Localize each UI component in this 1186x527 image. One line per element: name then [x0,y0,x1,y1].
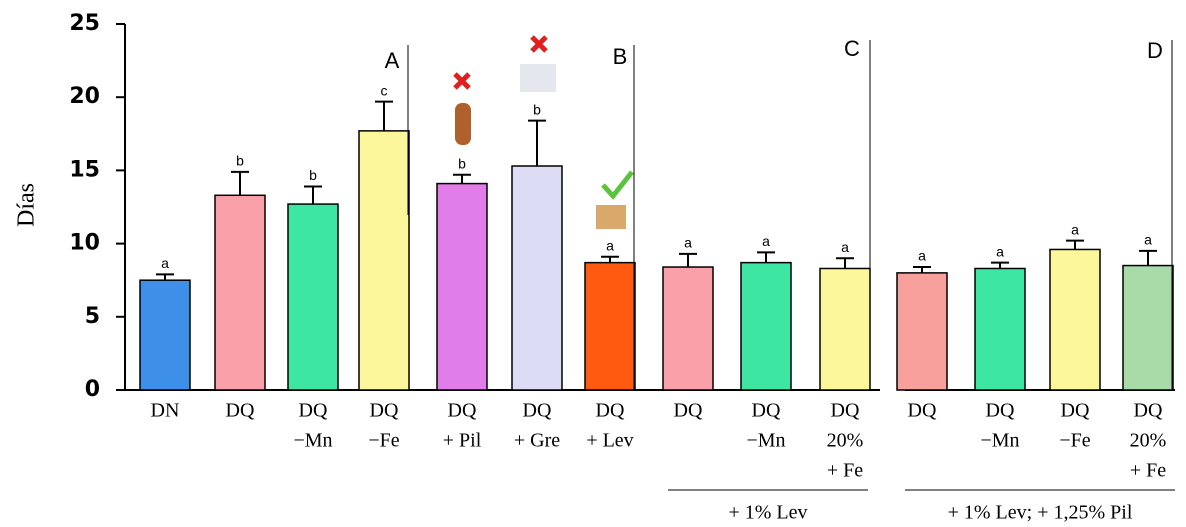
x-tick-label: DQ [986,400,1015,422]
panel-label: C [844,36,860,61]
bar [437,184,487,390]
x-tick-label: DQ [1134,400,1163,422]
significance-letter: a [161,255,169,271]
significance-letter: a [1071,221,1079,237]
pellet-icon [455,103,471,145]
bar [975,268,1025,390]
significance-letter: c [381,82,388,98]
group-label: + 1% Lev; + 1,25% Pil [948,502,1133,524]
x-tick-label: + Pil [443,430,482,452]
x-tick-label: −Fe [368,430,399,452]
bar [820,268,870,390]
x-tick-label: + Fe [827,460,863,482]
x-tick-label: −Mn [980,430,1019,452]
bar [663,267,713,390]
x-tick-label: DQ [299,400,328,422]
x-tick-label: DQ [523,400,552,422]
bar [1123,266,1173,390]
bar [897,273,947,390]
bar [1050,249,1100,390]
x-tick-label: DQ [596,400,625,422]
x-tick-label: DQ [908,400,937,422]
x-tick-label: + Fe [1130,460,1166,482]
bar [585,263,635,390]
group-label: + 1% Lev [728,502,807,524]
significance-letter: a [762,233,770,249]
significance-letter: b [236,153,244,169]
x-tick-label: −Fe [1059,430,1090,452]
significance-letter: a [918,248,926,264]
x-tick-label: DQ [1061,400,1090,422]
x-tick-label: −Mn [293,430,332,452]
significance-letter: a [684,235,692,251]
significance-letter: a [996,243,1004,259]
bar [215,195,265,390]
y-tick-label: 20 [69,84,100,109]
panel-label: B [613,44,628,69]
bar [359,131,409,390]
y-tick-label: 5 [85,304,100,329]
significance-letter: b [309,167,317,183]
panel-label: A [385,48,400,73]
x-tick-label: DQ [448,400,477,422]
cross-icon [532,37,546,51]
significance-letter: a [841,239,849,255]
chart: Días 0 5 10 15 20 25 DN a DQ b DQ −Mn b DQ −Fe c DQ + Pil… [0,0,1186,527]
x-tick-label: DQ [674,400,703,422]
x-tick-label: 20% [827,430,864,452]
bar [512,166,562,390]
x-tick-label: 20% [1130,430,1167,452]
significance-letter: b [458,155,466,171]
bar [288,204,338,390]
y-tick-label: 0 [85,377,100,402]
bar [140,280,190,390]
x-tick-label: −Mn [746,430,785,452]
significance-letter: b [533,101,541,117]
x-tick-label: DQ [831,400,860,422]
x-tick-label: + Lev [586,430,633,452]
x-tick-label: DQ [226,400,255,422]
x-tick-label: DQ [752,400,781,422]
bar [741,263,791,390]
x-tick-label: DQ [370,400,399,422]
yeast-icon [596,205,626,229]
x-tick-label: DN [151,400,180,422]
x-tick-label: + Gre [514,430,560,452]
significance-letter: a [1144,232,1152,248]
y-axis-label: Días [14,183,40,227]
grain-icon [520,64,556,92]
y-tick-label: 15 [69,157,100,182]
check-icon [603,172,632,196]
y-tick-label: 10 [69,231,100,256]
cross-icon [455,74,469,88]
panel-label: D [1147,38,1163,63]
significance-letter: a [606,237,614,253]
y-tick-label: 25 [69,11,100,36]
